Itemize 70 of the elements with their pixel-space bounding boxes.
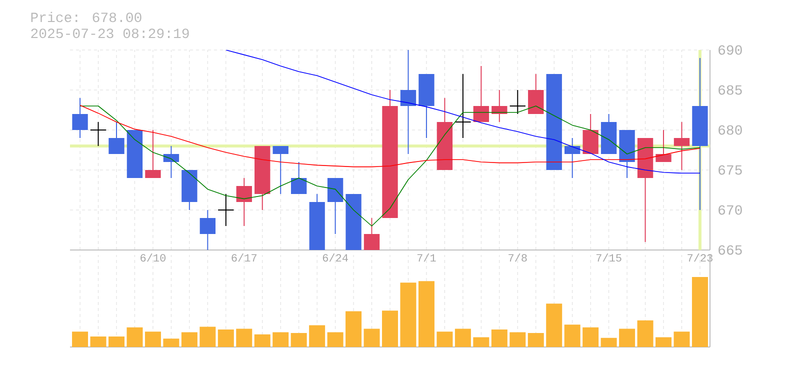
bar: [290, 332, 307, 347]
bar: [528, 332, 544, 347]
bar: [510, 332, 526, 347]
bar: [181, 332, 198, 347]
candlestick: [473, 66, 490, 122]
y-tick-label: 690: [718, 45, 742, 55]
x-tick-label: 7/15: [596, 254, 622, 262]
bar: [491, 329, 508, 347]
y-tick-label: 680: [718, 125, 742, 135]
bar: [546, 304, 562, 347]
candlestick: [327, 178, 344, 234]
bar: [436, 332, 453, 347]
candlestick: [145, 130, 161, 178]
bar: [656, 337, 672, 347]
bar: [163, 338, 180, 347]
candlestick: [528, 74, 544, 114]
bar: [346, 311, 362, 347]
bar: [144, 332, 161, 347]
bar: [108, 336, 124, 347]
x-tick-label: 7/8: [508, 254, 527, 262]
candlestick: [509, 90, 526, 114]
candlestick: [218, 193, 234, 226]
y-tick-label: 665: [718, 245, 742, 255]
bar: [236, 328, 252, 347]
candlestick: [582, 114, 598, 154]
candlestick: [236, 178, 252, 226]
bar: [454, 328, 471, 347]
candlestick: [90, 122, 107, 146]
bar: [218, 329, 234, 347]
bar: [619, 328, 636, 347]
candlestick: [200, 210, 216, 250]
y-tick-label: 675: [718, 165, 742, 175]
x-tick-label: 6/24: [322, 254, 348, 262]
candlestick: [72, 98, 88, 138]
bar: [637, 320, 654, 347]
y-tick-label: 685: [718, 85, 742, 95]
candlestick: [454, 74, 472, 138]
bar: [309, 325, 326, 347]
x-tick-label: 7/1: [417, 254, 436, 262]
bar: [582, 327, 599, 347]
bar: [382, 310, 398, 347]
candlestick: [163, 146, 180, 178]
bar: [254, 334, 270, 347]
bar: [90, 336, 106, 347]
candlestick: [400, 50, 416, 154]
candlestick: [674, 122, 690, 170]
bar: [400, 282, 416, 347]
bar: [126, 327, 143, 347]
candlestick: [364, 218, 380, 250]
bar: [692, 276, 708, 347]
bar: [364, 328, 380, 347]
candlestick: [656, 130, 672, 162]
bar: [72, 332, 88, 347]
y-tick-label: 670: [718, 205, 742, 215]
x-tick-label: 6/17: [232, 254, 256, 262]
bar: [600, 338, 617, 347]
bar: [272, 332, 289, 347]
bar: [473, 337, 490, 347]
chart-subtitle: 2025-07-23 08:29:19: [31, 28, 189, 38]
candlestick: [290, 162, 307, 194]
bar: [564, 324, 580, 347]
bar: [674, 332, 690, 347]
chart-title: Price: 678.00: [31, 12, 142, 22]
bar: [327, 332, 344, 347]
candlestick: [564, 138, 580, 178]
x-tick-label: 6/10: [140, 254, 166, 262]
candlestick: [108, 122, 124, 154]
candlestick: [272, 146, 288, 194]
bar: [200, 326, 216, 347]
bar: [418, 281, 434, 347]
